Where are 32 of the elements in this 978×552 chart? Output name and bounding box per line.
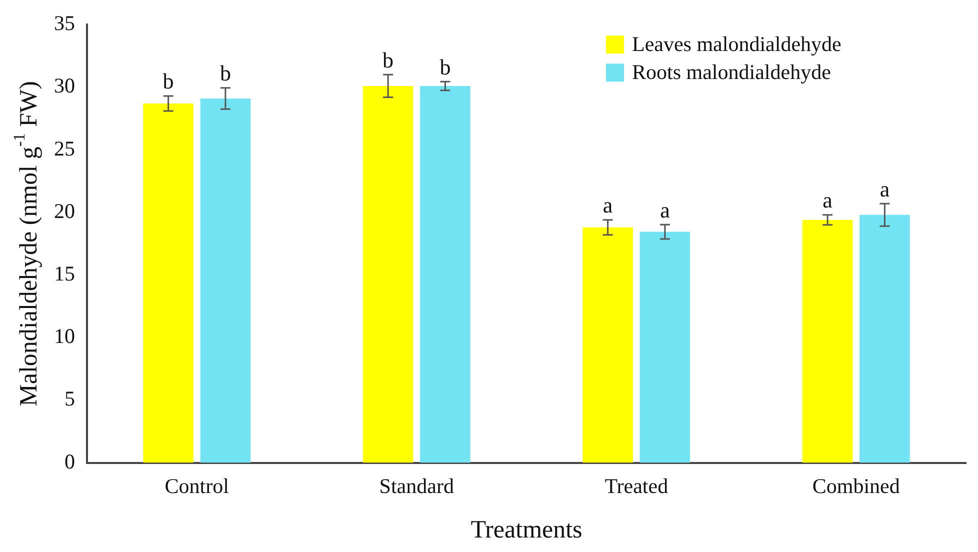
x-tick-label: Standard — [379, 474, 454, 498]
y-axis-title: Malondialdehyde (nmol g-1 FW) — [10, 81, 43, 406]
y-tick-label: 0 — [64, 449, 75, 474]
x-axis-title: Treatments — [470, 516, 582, 544]
data-label: b — [440, 54, 451, 80]
bar — [802, 220, 853, 463]
bar — [640, 232, 690, 463]
y-tick-label: 10 — [54, 324, 75, 348]
legend-label: Roots malondialdehyde — [632, 60, 831, 84]
legend-label: Leaves malondialdehyde — [632, 32, 842, 56]
data-label: b — [382, 47, 394, 72]
data-label: a — [660, 197, 670, 222]
x-tick-label: Control — [164, 474, 230, 498]
x-tick-label: Combined — [812, 474, 900, 498]
x-tick-label: Treated — [604, 474, 669, 498]
data-label: b — [162, 68, 174, 94]
y-tick-label: 30 — [54, 74, 75, 98]
y-tick-label: 35 — [54, 11, 75, 36]
bar — [362, 86, 414, 463]
data-label: a — [880, 176, 890, 202]
y-tick-label: 15 — [54, 262, 75, 286]
y-tick-label: 5 — [64, 386, 75, 411]
bar — [582, 227, 633, 463]
bar — [860, 214, 910, 463]
y-tick-label: 25 — [54, 136, 75, 160]
bar — [420, 86, 470, 463]
bar — [200, 98, 251, 463]
bar — [143, 103, 194, 463]
data-label: b — [220, 60, 231, 86]
data-label: a — [602, 192, 613, 218]
data-label: a — [822, 188, 833, 213]
y-tick-label: 20 — [54, 198, 75, 223]
